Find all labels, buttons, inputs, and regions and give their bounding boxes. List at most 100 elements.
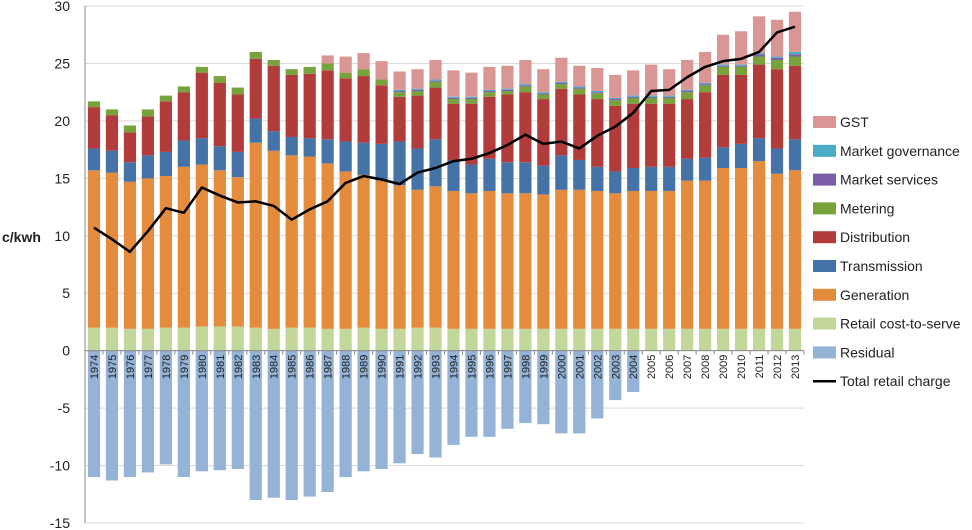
legend-item-generation: Generation bbox=[813, 287, 909, 303]
bar-segment bbox=[681, 60, 694, 90]
bar-segment bbox=[231, 94, 244, 152]
bar-segment bbox=[519, 60, 532, 85]
bar-segment bbox=[770, 328, 784, 351]
bar-segment bbox=[788, 170, 802, 329]
x-tick-label: 1989 bbox=[359, 355, 371, 379]
bar-segment bbox=[447, 96, 460, 98]
bar-segment bbox=[87, 107, 101, 149]
x-tick-label: 1997 bbox=[502, 355, 514, 379]
bar-segment bbox=[213, 350, 226, 471]
bar-segment bbox=[573, 328, 586, 351]
bar-segment bbox=[717, 64, 730, 66]
x-tick-label: 2000 bbox=[556, 355, 568, 379]
bar-segment bbox=[734, 328, 748, 351]
bar-segment bbox=[609, 193, 622, 329]
bar-segment bbox=[465, 164, 478, 194]
bar-segment bbox=[339, 56, 352, 73]
bar-segment bbox=[339, 72, 352, 79]
bar-segment bbox=[249, 142, 262, 328]
x-tick-label: 1996 bbox=[484, 355, 496, 379]
x-tick-label: 1986 bbox=[305, 355, 317, 379]
bar-segment bbox=[537, 350, 550, 425]
bar-segment bbox=[213, 326, 226, 351]
bar-segment bbox=[627, 95, 640, 97]
y-axis-ticks: -15 -10 -5 0 5 10 15 20 25 30 bbox=[50, 0, 70, 530]
bar-segment bbox=[627, 190, 640, 329]
y-tick-label: 15 bbox=[54, 170, 70, 186]
bar-segment bbox=[357, 327, 370, 351]
bar-segment bbox=[663, 190, 676, 329]
bar-segment bbox=[195, 164, 208, 327]
bar-segment bbox=[357, 350, 370, 472]
y-tick-label: -15 bbox=[50, 515, 70, 530]
x-tick-label: 1985 bbox=[287, 355, 299, 379]
legend-label: Retail cost-to-serve bbox=[840, 316, 961, 332]
x-tick-label: 1977 bbox=[143, 355, 155, 379]
bar-segment bbox=[267, 65, 280, 132]
bar-segment bbox=[483, 91, 496, 93]
bar-segment bbox=[537, 69, 550, 93]
bars bbox=[87, 11, 802, 501]
y-tick-label: 0 bbox=[62, 343, 70, 359]
bar-segment bbox=[285, 327, 298, 351]
bar-segment bbox=[752, 56, 766, 65]
bar-segment bbox=[519, 193, 532, 329]
bar-segment bbox=[249, 350, 262, 501]
bar-segment bbox=[609, 171, 622, 194]
line-total-retail-charge bbox=[93, 25, 796, 254]
bar-segment bbox=[519, 350, 532, 424]
bar-segment bbox=[429, 80, 442, 82]
bar-segment bbox=[788, 54, 802, 57]
bar-segment bbox=[573, 159, 586, 190]
bar-segment bbox=[501, 350, 514, 429]
bar-segment bbox=[87, 327, 101, 351]
bar-segment bbox=[752, 54, 766, 57]
legend-item-metering: Metering bbox=[813, 200, 894, 216]
bar-segment bbox=[357, 174, 370, 328]
bar-segment bbox=[699, 157, 712, 181]
bar-segment bbox=[411, 148, 424, 190]
legend-swatch bbox=[813, 288, 836, 301]
x-tick-label: 2003 bbox=[610, 355, 622, 379]
bar-segment bbox=[375, 143, 388, 181]
bar-segment bbox=[591, 68, 604, 92]
bar-segment bbox=[465, 72, 478, 97]
bar-segment bbox=[285, 136, 298, 156]
bar-segment bbox=[267, 131, 280, 151]
bar-segment bbox=[752, 328, 766, 351]
bar-segment bbox=[447, 97, 460, 100]
bar-segment bbox=[717, 147, 730, 168]
bar-segment bbox=[788, 328, 802, 351]
bar-segment bbox=[717, 65, 730, 67]
y-tick-label: -5 bbox=[58, 400, 71, 416]
total-retail-charge-line bbox=[93, 25, 796, 254]
bar-segment bbox=[752, 138, 766, 162]
legend-swatch bbox=[813, 116, 836, 128]
x-tick-label: 1984 bbox=[269, 355, 281, 379]
bar-segment bbox=[447, 159, 460, 191]
bar-segment bbox=[681, 99, 694, 159]
bar-segment bbox=[627, 167, 640, 191]
bar-segment bbox=[303, 138, 316, 157]
bar-segment bbox=[591, 99, 604, 167]
bar-segment bbox=[501, 89, 514, 92]
bar-segment bbox=[105, 115, 119, 151]
bar-segment bbox=[447, 103, 460, 160]
x-tick-label: 2005 bbox=[646, 355, 658, 379]
bar-segment bbox=[770, 19, 784, 57]
bar-segment bbox=[537, 194, 550, 329]
bar-segment bbox=[159, 327, 172, 351]
legend-swatch bbox=[813, 317, 836, 330]
bar-segment bbox=[447, 99, 460, 104]
bar-segment bbox=[285, 350, 298, 501]
bar-segment bbox=[609, 74, 622, 98]
bar-segment bbox=[663, 95, 676, 97]
legend-swatch bbox=[813, 173, 836, 186]
legend-item-retail-cost-to-serve: Retail cost-to-serve bbox=[813, 316, 961, 332]
bar-segment bbox=[537, 99, 550, 166]
bar-segment bbox=[734, 143, 748, 168]
bar-segment bbox=[393, 328, 406, 351]
bar-segment bbox=[303, 350, 316, 497]
bar-segment bbox=[249, 51, 262, 59]
bar-segment bbox=[195, 138, 208, 165]
